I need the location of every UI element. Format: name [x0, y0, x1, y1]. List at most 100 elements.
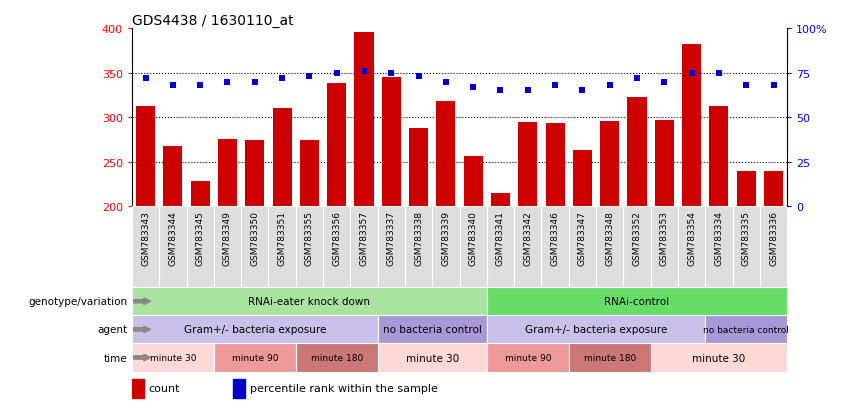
Text: GDS4438 / 1630110_at: GDS4438 / 1630110_at	[132, 14, 294, 28]
Bar	[487, 287, 787, 316]
Text: GSM783356: GSM783356	[332, 211, 341, 266]
Text: GSM783336: GSM783336	[769, 211, 778, 266]
Bar	[432, 207, 460, 287]
Bar	[186, 207, 214, 287]
Bar	[241, 207, 268, 287]
Text: agent: agent	[98, 325, 128, 335]
Text: GSM783340: GSM783340	[469, 211, 477, 266]
Point	[220, 79, 234, 85]
Point	[166, 83, 180, 89]
Bar	[382, 78, 401, 207]
Text: GSM783354: GSM783354	[687, 211, 696, 266]
Text: Gram+/- bacteria exposure: Gram+/- bacteria exposure	[184, 325, 326, 335]
Point	[330, 70, 344, 77]
Point	[575, 88, 589, 95]
Bar	[378, 344, 487, 372]
Point	[466, 84, 480, 91]
Bar	[518, 122, 537, 207]
Point	[494, 88, 507, 95]
Text: GSM783355: GSM783355	[305, 211, 314, 266]
Bar	[568, 344, 651, 372]
Bar	[327, 84, 346, 207]
Text: time: time	[104, 353, 128, 363]
Bar	[214, 207, 241, 287]
Text: minute 180: minute 180	[311, 353, 363, 362]
Bar	[437, 102, 455, 207]
Bar	[351, 207, 378, 287]
Bar	[132, 207, 159, 287]
Point	[658, 79, 671, 85]
Point	[193, 83, 207, 89]
Bar	[764, 171, 783, 207]
Text: GSM783353: GSM783353	[660, 211, 669, 266]
Point	[712, 70, 726, 77]
Text: GSM783346: GSM783346	[551, 211, 560, 266]
Bar	[323, 207, 351, 287]
Bar	[487, 207, 514, 287]
Bar	[132, 287, 487, 316]
Point	[548, 83, 562, 89]
Text: minute 30: minute 30	[693, 353, 745, 363]
Point	[248, 79, 261, 85]
Bar	[132, 316, 378, 344]
Point	[767, 83, 780, 89]
Point	[740, 83, 753, 89]
Bar	[378, 207, 405, 287]
Bar	[627, 97, 647, 207]
Bar	[464, 157, 483, 207]
Text: GSM783337: GSM783337	[387, 211, 396, 266]
Text: GSM783343: GSM783343	[141, 211, 150, 266]
Text: minute 90: minute 90	[505, 353, 551, 362]
Bar	[651, 344, 787, 372]
Point	[603, 83, 616, 89]
Bar	[541, 207, 568, 287]
Bar	[214, 344, 296, 372]
Text: minute 90: minute 90	[231, 353, 278, 362]
Bar	[191, 182, 209, 207]
Point	[412, 74, 426, 80]
Text: GSM783357: GSM783357	[359, 211, 368, 266]
Bar	[705, 207, 733, 287]
Text: GSM783342: GSM783342	[523, 211, 532, 266]
Text: Gram+/- bacteria exposure: Gram+/- bacteria exposure	[525, 325, 667, 335]
Bar	[132, 379, 144, 398]
Text: GSM783345: GSM783345	[196, 211, 204, 266]
Bar	[354, 33, 374, 207]
Bar	[245, 141, 265, 207]
Bar	[163, 146, 182, 207]
Point	[385, 70, 398, 77]
Text: GSM783339: GSM783339	[442, 211, 450, 266]
Text: minute 30: minute 30	[406, 353, 459, 363]
Bar	[233, 379, 245, 398]
Text: RNAi-control: RNAi-control	[604, 297, 670, 306]
Bar	[737, 171, 756, 207]
Bar	[568, 207, 596, 287]
Text: GSM783338: GSM783338	[414, 211, 423, 266]
Bar	[405, 207, 432, 287]
Bar	[296, 344, 378, 372]
Point	[303, 74, 317, 80]
Bar	[218, 139, 237, 207]
Bar	[409, 128, 428, 207]
Text: genotype/variation: genotype/variation	[29, 297, 128, 306]
Point	[275, 76, 288, 82]
Text: GSM783335: GSM783335	[742, 211, 751, 266]
Point	[139, 76, 152, 82]
Bar	[545, 124, 565, 207]
Text: GSM783351: GSM783351	[277, 211, 287, 266]
Text: GSM783349: GSM783349	[223, 211, 232, 266]
Bar	[678, 207, 705, 287]
Point	[439, 79, 453, 85]
Point	[521, 88, 534, 95]
Bar	[600, 121, 620, 207]
Bar	[159, 207, 186, 287]
Point	[685, 70, 699, 77]
Bar	[682, 45, 701, 207]
Text: GSM783341: GSM783341	[496, 211, 505, 266]
Point	[357, 68, 371, 75]
Bar	[487, 344, 568, 372]
Bar	[460, 207, 487, 287]
Text: GSM783348: GSM783348	[605, 211, 614, 266]
Bar	[300, 141, 319, 207]
Bar	[733, 207, 760, 287]
